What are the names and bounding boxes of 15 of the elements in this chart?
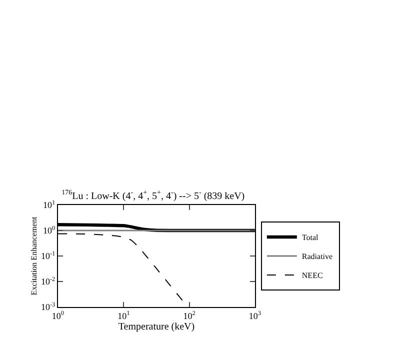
y-tick-label: 10$^{-3}$ <box>40 301 56 312</box>
x-tick-label: 10$^{1}$ <box>118 310 130 321</box>
legend-label: Total <box>302 233 320 242</box>
legend-label: NEEC <box>302 271 323 280</box>
x-tick-label: 10$^{2}$ <box>183 310 196 321</box>
x-axis-title: Temperature (keV) <box>118 321 195 332</box>
x-tick-label: 10$^{0}$ <box>52 310 64 321</box>
y-axis-title: Excitation Enhancement <box>30 216 39 296</box>
y-tick-label: 10$^{0}$ <box>43 224 56 236</box>
legend-label: Radiative <box>302 252 334 262</box>
y-tick-label: 10$^{-2}$ <box>40 276 56 287</box>
x-tick-label: 10$^{3}$ <box>248 310 262 321</box>
chart-title: $^{176}$Lu : Low-K (4$^{-}$, 4$^{+}$, 5$^{+}$, 4$^{-}$) --> 5$^{-}$ (839 keV) <box>62 188 245 202</box>
y-tick-label: 10$^{1}$ <box>43 199 56 210</box>
y-tick-label: 10$^{-1}$ <box>40 250 56 262</box>
